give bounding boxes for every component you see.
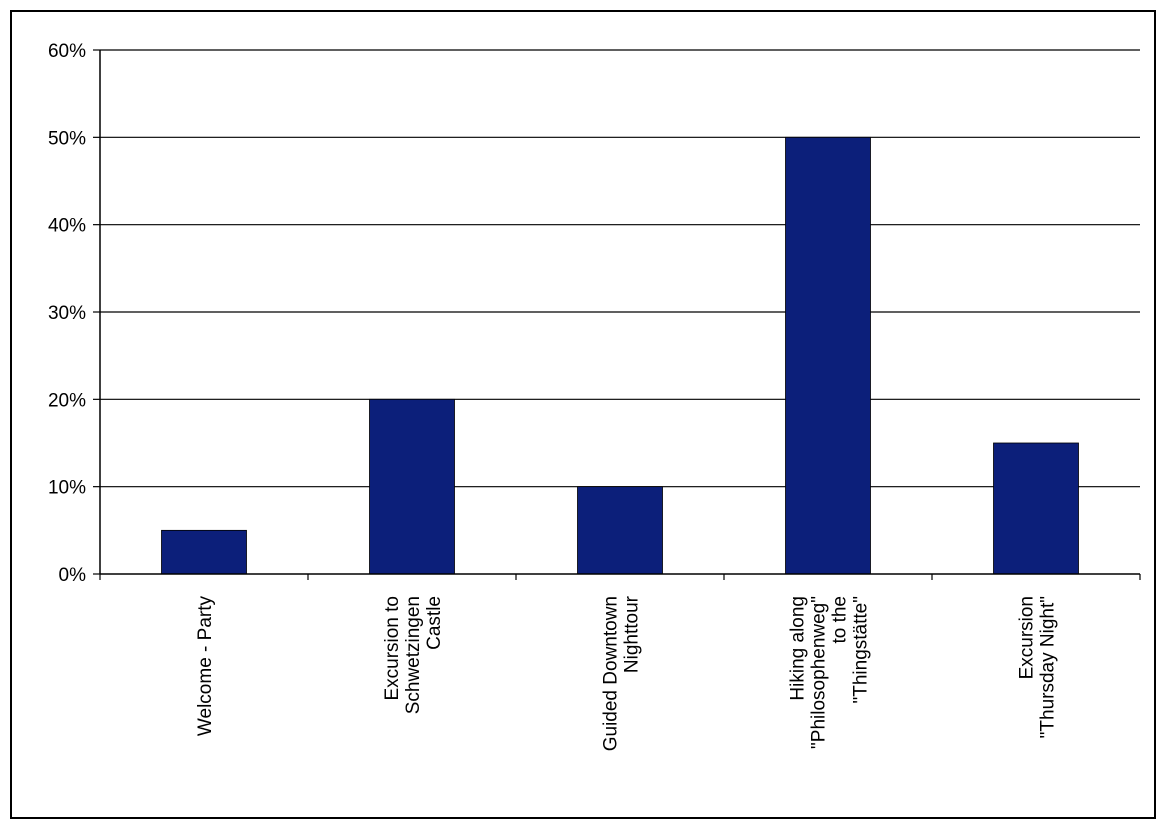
x-category-label-line: "Philosophenweg" <box>809 596 830 749</box>
x-category-label-line: Hiking along <box>788 596 809 701</box>
x-category-label-line: Schwetzingen <box>403 596 424 714</box>
x-category-label-line: Castle <box>424 596 445 650</box>
y-tick-label: 20% <box>48 390 86 411</box>
axes <box>93 49 1141 580</box>
bar <box>161 529 247 575</box>
x-category-label-line: Nighttour <box>622 595 643 673</box>
x-category-label: Excursion to Schwetzingen Castle <box>382 596 445 714</box>
x-category-label-line: Welcome - Party <box>195 596 216 737</box>
x-category-label: Hiking along "Philosophenweg" to the "Thing… <box>788 596 872 749</box>
x-category-label-line: Excursion <box>1017 596 1038 679</box>
x-category-label-line: "Thursday Night" <box>1038 596 1059 738</box>
labels: 0% 10% 20% 30% 40% 50% 60% Welcome - Party Excur… <box>48 41 1059 751</box>
x-category-label-line: to the <box>830 596 851 644</box>
y-tick-label: 40% <box>48 216 86 237</box>
y-tick-label: 0% <box>59 565 87 586</box>
bar <box>369 398 455 575</box>
y-tick-label: 10% <box>48 478 86 499</box>
bar <box>785 136 871 575</box>
gridlines <box>100 49 1140 488</box>
x-category-label-line: Guided Downtown <box>601 596 622 751</box>
chart-frame <box>10 10 1156 819</box>
y-tick-label: 50% <box>48 128 86 149</box>
x-category-label: Guided Downtown Nighttour <box>601 595 643 751</box>
y-tick-label: 30% <box>48 303 86 324</box>
bar <box>993 442 1079 575</box>
x-category-label: Welcome - Party <box>195 596 216 737</box>
x-category-label-line: "Thingstätte" <box>851 596 872 704</box>
bar <box>577 486 663 575</box>
y-tick-label: 60% <box>48 41 86 62</box>
x-category-label: Excursion "Thursday Night" <box>1017 596 1059 738</box>
x-category-label-line: Excursion to <box>382 596 403 701</box>
bars <box>161 136 1079 575</box>
